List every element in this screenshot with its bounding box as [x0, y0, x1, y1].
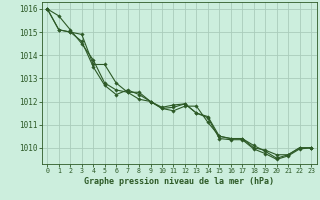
X-axis label: Graphe pression niveau de la mer (hPa): Graphe pression niveau de la mer (hPa): [84, 177, 274, 186]
